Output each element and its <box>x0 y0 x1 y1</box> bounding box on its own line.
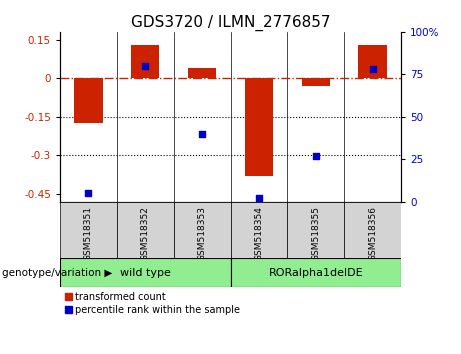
Point <box>312 153 319 159</box>
Bar <box>287 202 344 258</box>
Point <box>198 131 206 137</box>
Text: GSM518355: GSM518355 <box>311 206 320 261</box>
Point <box>142 63 149 69</box>
Bar <box>230 202 287 258</box>
Text: GSM518353: GSM518353 <box>198 206 207 261</box>
Bar <box>60 258 230 287</box>
Point <box>255 195 263 201</box>
Text: RORalpha1delDE: RORalpha1delDE <box>268 268 363 278</box>
Bar <box>131 45 160 78</box>
Bar <box>358 45 387 78</box>
Bar <box>174 202 230 258</box>
Text: GSM518354: GSM518354 <box>254 206 263 261</box>
Bar <box>230 258 401 287</box>
Text: wild type: wild type <box>120 268 171 278</box>
Bar <box>188 68 216 78</box>
Point <box>85 190 92 196</box>
Bar <box>344 202 401 258</box>
Bar <box>301 78 330 86</box>
Text: GSM518356: GSM518356 <box>368 206 377 261</box>
Bar <box>60 202 117 258</box>
Point <box>369 67 376 72</box>
Title: GDS3720 / ILMN_2776857: GDS3720 / ILMN_2776857 <box>131 14 330 30</box>
Text: GSM518352: GSM518352 <box>141 206 150 261</box>
Bar <box>245 78 273 176</box>
Text: genotype/variation ▶: genotype/variation ▶ <box>2 268 112 278</box>
Legend: transformed count, percentile rank within the sample: transformed count, percentile rank withi… <box>65 292 241 314</box>
Text: GSM518351: GSM518351 <box>84 206 93 261</box>
Bar <box>117 202 174 258</box>
Bar <box>74 78 102 123</box>
